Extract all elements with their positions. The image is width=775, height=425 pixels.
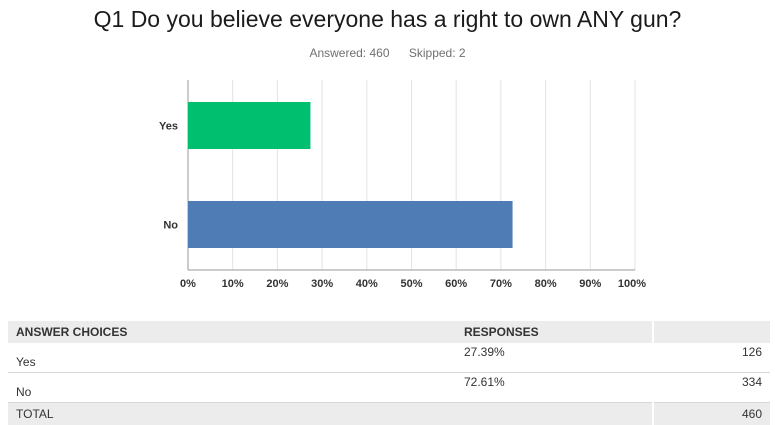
total-label: TOTAL (8, 403, 456, 425)
x-tick-label: 100% (618, 278, 646, 290)
x-tick-label: 70% (490, 278, 512, 290)
row-count: 334 (653, 373, 770, 403)
category-label: No (163, 220, 178, 232)
chart-category-labels: Yes No (159, 121, 178, 232)
table-row: Yes 27.39% 126 (8, 343, 770, 373)
row-choice: Yes (8, 343, 456, 373)
header-answer-choices: ANSWER CHOICES (8, 321, 456, 343)
responses-table: ANSWER CHOICES RESPONSES Yes 27.39% 126 … (8, 321, 770, 425)
row-count: 126 (653, 343, 770, 373)
chart-bars (188, 102, 513, 248)
bar-yes (188, 102, 310, 149)
x-tick-label: 10% (222, 278, 244, 290)
table-header-row: ANSWER CHOICES RESPONSES (8, 321, 770, 343)
table-total-row: TOTAL 460 (8, 403, 770, 425)
x-tick-label: 30% (311, 278, 333, 290)
header-responses: RESPONSES (456, 321, 653, 343)
total-spacer (456, 403, 653, 425)
x-tick-label: 90% (579, 278, 601, 290)
x-tick-label: 0% (180, 278, 196, 290)
row-percent: 27.39% (456, 343, 653, 373)
x-tick-label: 80% (535, 278, 557, 290)
x-tick-label: 40% (356, 278, 378, 290)
bar-no (188, 201, 513, 248)
chart-tick-labels: 0% 10% 20% 30% 40% 50% 60% 70% 80% 90% 100% (180, 278, 646, 290)
bar-chart: Yes No 0% 10% 20% 30% 40% 50% 60% 70% 80% 90% 100% (0, 0, 775, 300)
x-tick-label: 60% (445, 278, 467, 290)
x-tick-label: 50% (400, 278, 422, 290)
x-tick-label: 20% (266, 278, 288, 290)
header-spacer (653, 321, 770, 343)
category-label: Yes (159, 121, 178, 133)
row-choice: No (8, 373, 456, 403)
row-percent: 72.61% (456, 373, 653, 403)
total-count: 460 (653, 403, 770, 425)
table-row: No 72.61% 334 (8, 373, 770, 403)
